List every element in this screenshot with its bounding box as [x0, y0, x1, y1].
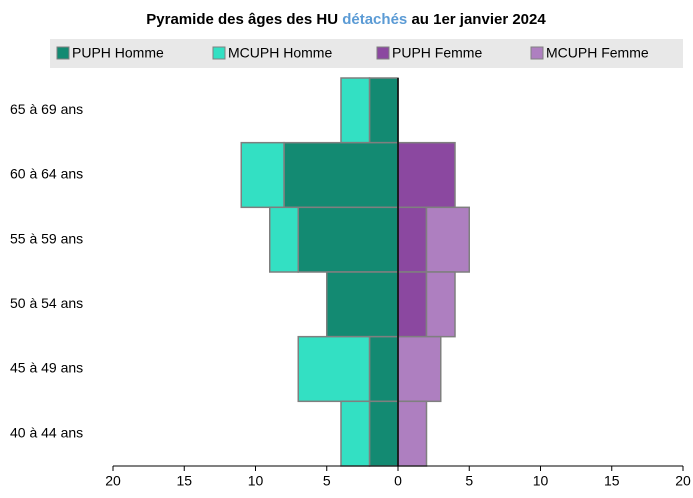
- legend-box: [50, 39, 683, 68]
- bar: [340, 77, 371, 144]
- x-tick-label: 5: [465, 473, 473, 489]
- x-tick-label: 10: [248, 473, 264, 489]
- bar: [297, 335, 371, 403]
- y-tick-label: 65 à 69 ans: [10, 101, 83, 117]
- bar: [397, 141, 456, 209]
- bar: [368, 400, 399, 467]
- bar: [340, 400, 371, 467]
- x-tick-label: 15: [604, 473, 620, 489]
- title-part: Pyramide des âges des HU: [146, 11, 338, 28]
- y-tick-label: 60 à 64 ans: [10, 166, 83, 182]
- x-tick-label: 20: [105, 473, 121, 489]
- y-tick-label: 50 à 54 ans: [10, 295, 83, 311]
- x-tick-label: 5: [323, 473, 331, 489]
- y-tick-label: 45 à 49 ans: [10, 360, 83, 376]
- legend-label: MCUPH Homme: [228, 45, 332, 61]
- x-tick-label: 0: [394, 473, 402, 489]
- x-tick-label: 15: [176, 473, 192, 489]
- legend-label: MCUPH Femme: [546, 45, 649, 61]
- bar: [397, 400, 428, 467]
- bar: [368, 77, 399, 144]
- bar: [269, 206, 299, 273]
- legend-label: PUPH Homme: [72, 45, 164, 61]
- title-part: au 1er janvier 2024: [411, 11, 546, 28]
- legend-swatch: [56, 46, 70, 60]
- y-tick-label: 40 à 44 ans: [10, 424, 83, 440]
- title-highlight: détachés: [342, 11, 407, 28]
- x-tick-label: 10: [533, 473, 549, 489]
- x-tick-label: 20: [675, 473, 691, 489]
- bar: [397, 206, 428, 273]
- bar: [397, 271, 428, 338]
- bar: [240, 141, 285, 209]
- bar: [397, 335, 442, 403]
- bar: [297, 206, 399, 273]
- legend-swatch: [530, 46, 544, 60]
- chart-title: Pyramide des âges des HU détachés au 1er…: [146, 11, 546, 28]
- y-tick-label: 55 à 59 ans: [10, 230, 83, 246]
- bar: [368, 335, 399, 403]
- legend-swatch: [376, 46, 390, 60]
- legend-swatch: [212, 46, 226, 60]
- bar: [326, 271, 399, 338]
- bar: [425, 271, 456, 338]
- legend-label: PUPH Femme: [392, 45, 482, 61]
- bar: [425, 206, 470, 273]
- bar: [283, 141, 399, 209]
